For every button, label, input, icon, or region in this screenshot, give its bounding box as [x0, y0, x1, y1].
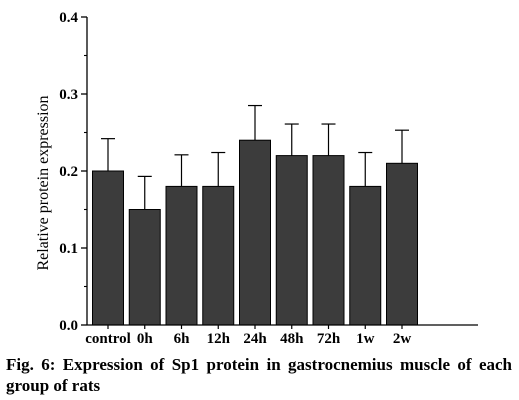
x-tick-label: 6h — [174, 331, 191, 347]
y-tick-label: 0.3 — [59, 87, 78, 103]
error-bar-0h — [137, 175, 152, 210]
bar-2w — [386, 162, 418, 326]
error-bar-control — [101, 138, 115, 171]
bars-layer — [92, 139, 418, 326]
bar-48h — [275, 155, 308, 326]
error-bar-12h — [211, 151, 226, 187]
bar-0h — [128, 209, 161, 326]
bar-chart: control 0h 6h 12h 24h 48h 72h 1w 2w 0.0 0.1 0.2 0.3 0… — [35, 10, 478, 347]
error-bar-6h — [174, 154, 189, 187]
y-tick-label: 0.2 — [59, 164, 78, 180]
axes-layer — [81, 16, 478, 329]
x-tick-label: 72h — [317, 331, 341, 347]
y-axis-title: Relative protein expression — [35, 95, 52, 270]
bar-6h — [165, 185, 198, 326]
x-tick-label: control — [85, 331, 131, 347]
x-tick-label: 0h — [137, 331, 154, 347]
error-bar-2w — [395, 129, 409, 164]
error-bars-layer — [101, 104, 409, 210]
y-tick-label: 0.0 — [59, 318, 78, 334]
x-tick-label: 2w — [393, 331, 412, 347]
error-bar-72h — [321, 123, 336, 156]
bar-1w — [349, 185, 382, 326]
x-tick-label: 1w — [356, 331, 375, 347]
y-tick-label: 0.4 — [59, 10, 78, 26]
bar-72h — [312, 155, 345, 326]
bar-control — [92, 170, 124, 326]
x-tick-label: 48h — [280, 331, 304, 347]
error-bar-48h — [284, 123, 299, 156]
error-bar-1w — [358, 151, 373, 187]
bar-24h — [239, 139, 271, 326]
y-tick-label: 0.1 — [59, 241, 78, 257]
error-bar-24h — [248, 104, 262, 141]
x-tick-label: 24h — [243, 331, 267, 347]
bar-12h — [202, 185, 235, 326]
figure-caption: Fig. 6: Expression of Sp1 protein in gas… — [6, 355, 512, 395]
labels-layer: control 0h 6h 12h 24h 48h 72h 1w 2w 0.0 0.1 0.2 0.3 0… — [59, 10, 411, 347]
x-tick-label: 12h — [207, 331, 231, 347]
